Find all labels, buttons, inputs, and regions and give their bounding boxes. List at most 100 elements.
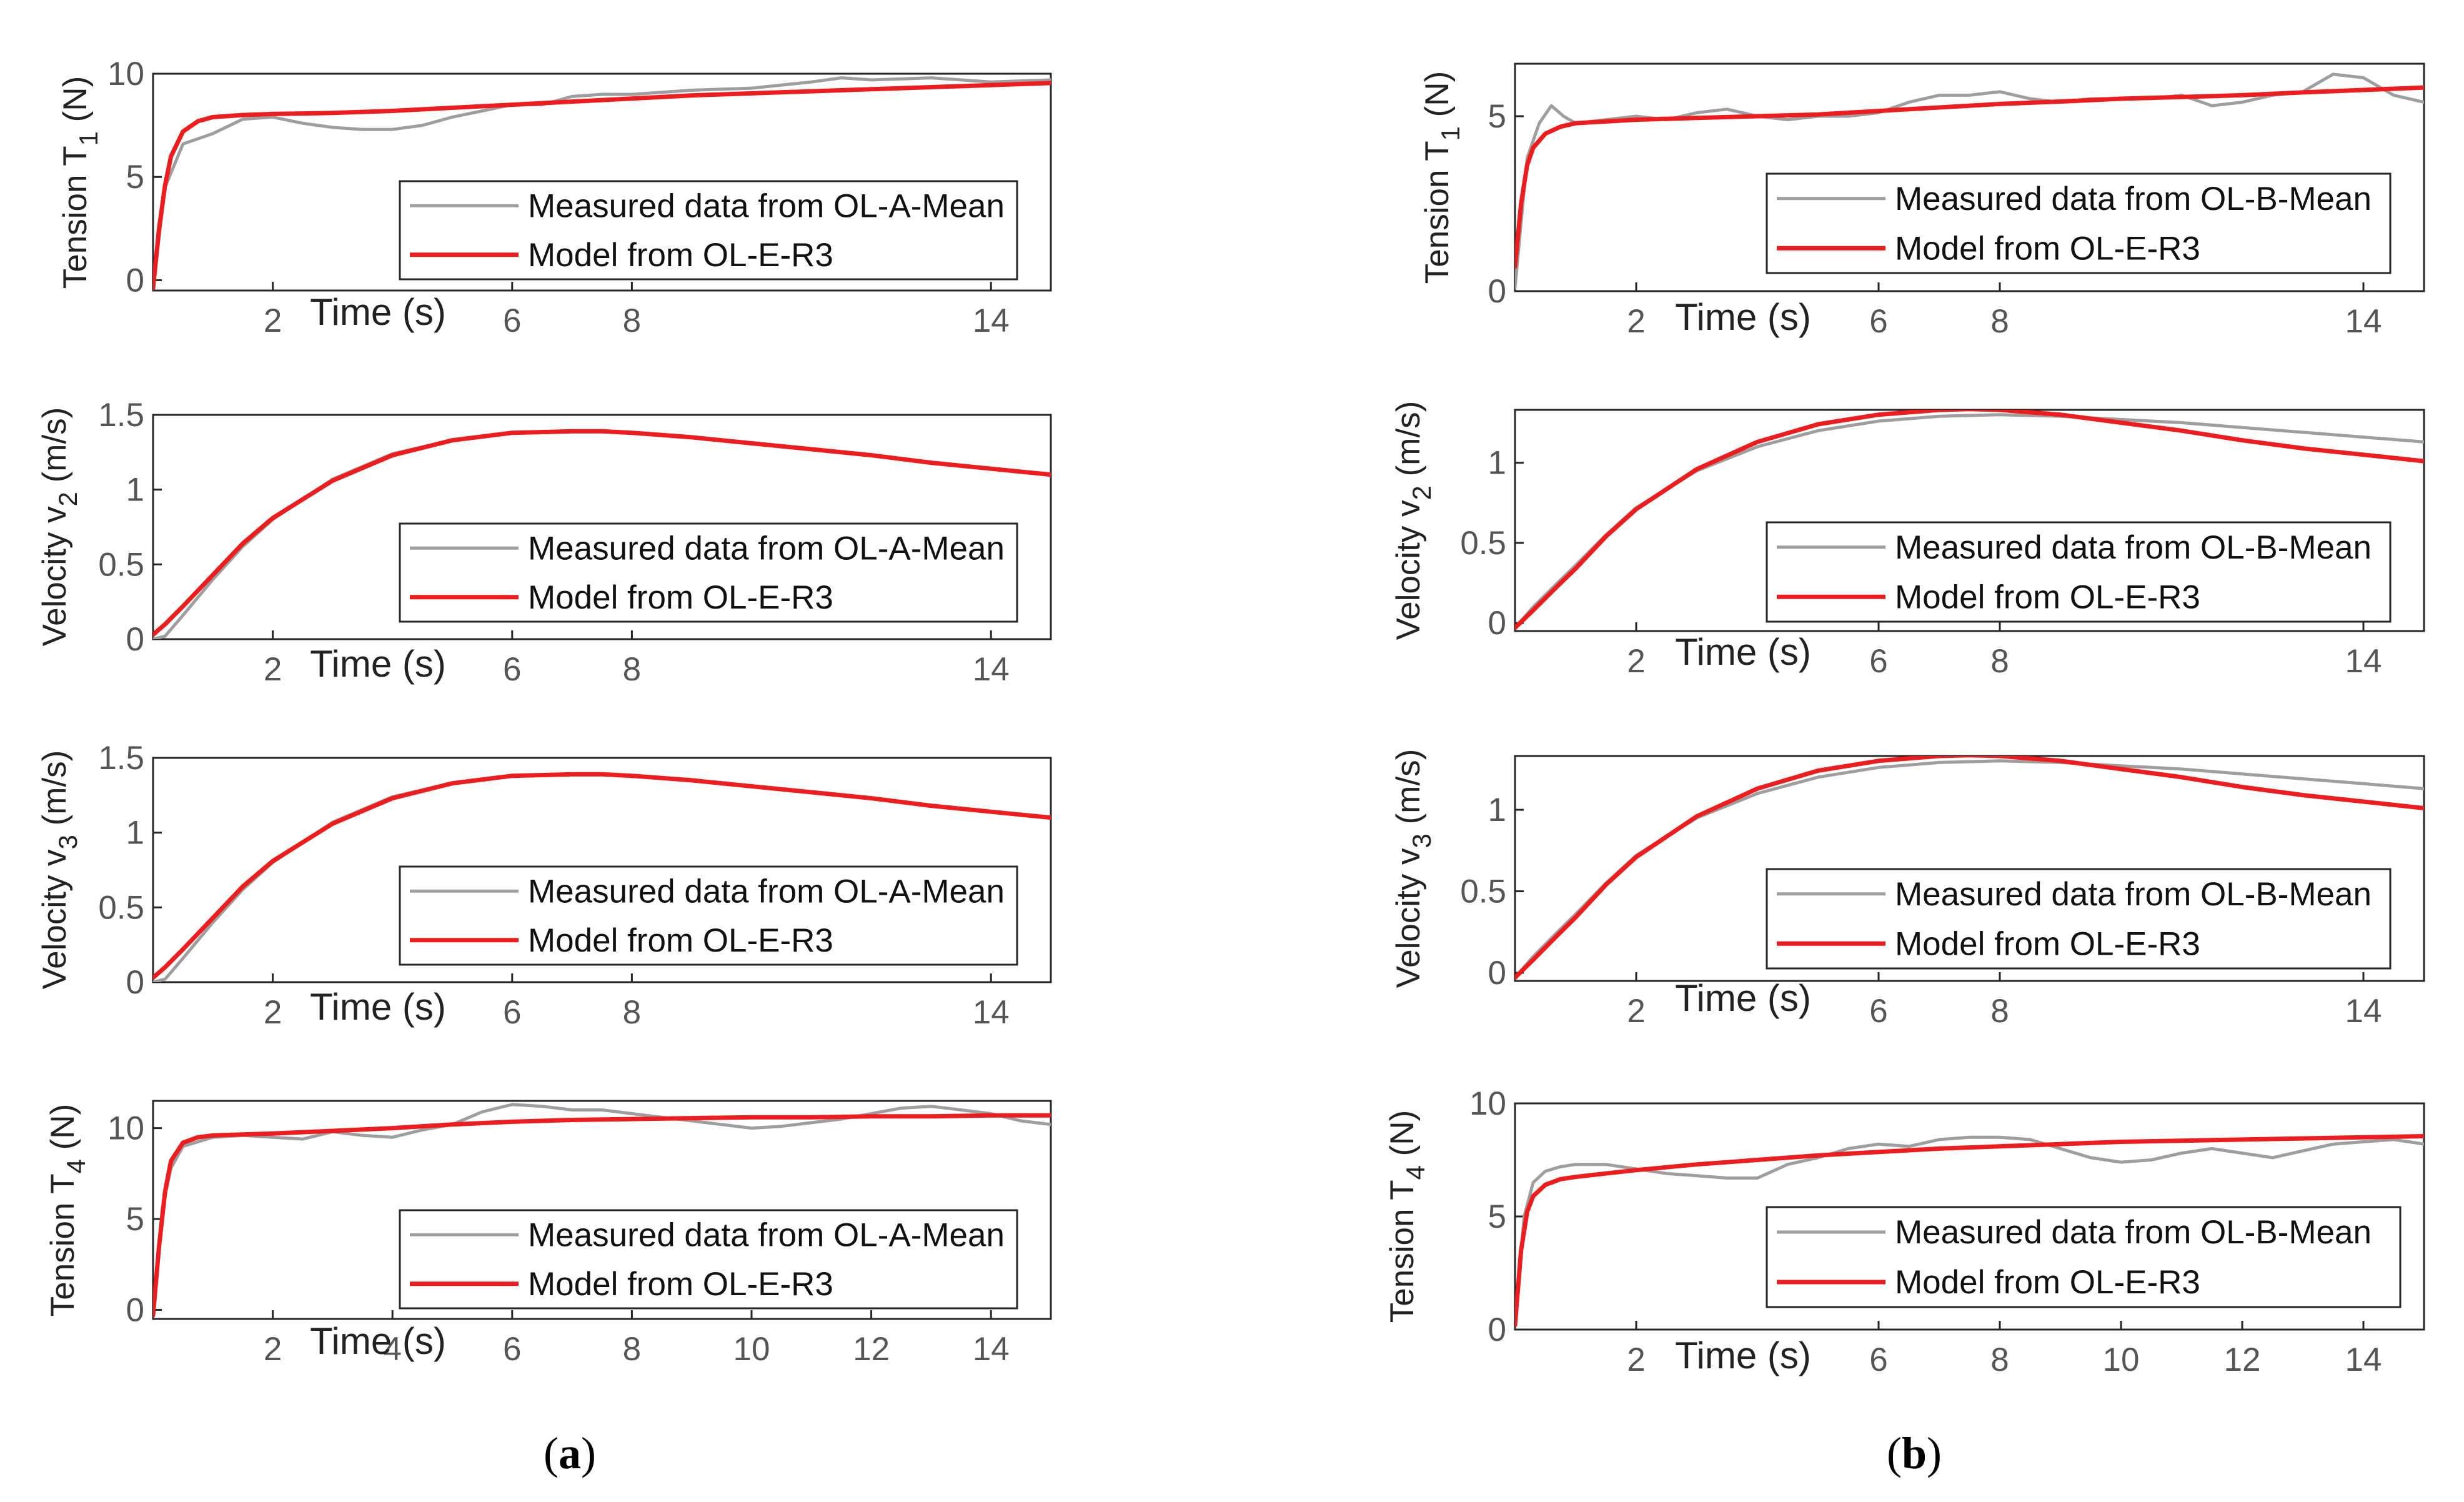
x-tick-label: 6 xyxy=(1869,303,1887,340)
legend-box xyxy=(1766,868,2392,970)
y-tick-label: 1 xyxy=(1488,792,1506,828)
x-axis-label: Time (s) xyxy=(310,291,446,333)
x-tick-label: 4 xyxy=(383,1331,401,1368)
y-tick-label: 5 xyxy=(126,159,144,196)
y-tick-label: 0 xyxy=(126,262,144,299)
y-tick-label: 0 xyxy=(1488,605,1506,642)
legend-label: Measured data from OL-B-Mean xyxy=(1895,1214,2372,1251)
y-tick-label: 10 xyxy=(107,56,144,92)
chart-b3: 0 0.5 1 2 6 8 14 Measured data from OL-B-Mean Mo… xyxy=(1390,749,2425,1030)
y-tick-label: 1 xyxy=(126,472,144,509)
x-tick-label: 8 xyxy=(623,994,641,1031)
y-axis-label: Velocity v2 (m/s) xyxy=(36,407,82,647)
y-tick-label: 5 xyxy=(1488,98,1506,135)
x-tick-label: 8 xyxy=(1990,643,2009,680)
x-tick-label: 6 xyxy=(503,1331,521,1368)
chart-b4: 0 5 10 2 6 8 10 12 14 Measured data from OL-B-Mea… xyxy=(1384,1085,2425,1378)
legend: Measured data from OL-A-Mean Model from O… xyxy=(399,865,1018,966)
x-tick-label: 14 xyxy=(2345,1341,2382,1378)
y-axis-label: Velocity v3 (m/s) xyxy=(1390,749,1436,988)
series-line-model xyxy=(1515,756,2424,980)
y-tick-label: 1.5 xyxy=(98,740,144,777)
legend-label: Model from OL-E-R3 xyxy=(528,579,833,616)
x-tick-label: 14 xyxy=(973,302,1010,339)
series-line-measured xyxy=(1515,759,2424,980)
x-axis-label: Time (s) xyxy=(1675,631,1811,673)
legend-label: Measured data from OL-A-Mean xyxy=(528,187,1005,224)
x-tick-label: 14 xyxy=(2345,303,2382,340)
legend: Measured data from OL-A-Mean Model from O… xyxy=(399,522,1018,623)
chart-a1: 0 5 10 2 6 8 14 Measured data from OL-A-Mean Mod… xyxy=(57,56,1052,339)
y-axis-label: Velocity v2 (m/s) xyxy=(1390,401,1436,640)
legend-label: Measured data from OL-B-Mean xyxy=(1895,529,2372,566)
x-tick-label: 6 xyxy=(503,651,521,688)
y-tick-label: 5 xyxy=(126,1201,144,1238)
legend-box xyxy=(1766,521,2392,623)
series-line-model xyxy=(1515,410,2424,630)
legend-box xyxy=(399,522,1018,623)
y-tick-label: 0.5 xyxy=(1460,873,1506,910)
panel-label-a: (a) xyxy=(544,1428,596,1478)
legend: Measured data from OL-B-Mean Model from O… xyxy=(1766,172,2392,274)
x-tick-label: 10 xyxy=(733,1331,770,1368)
x-axis-label: Time (s) xyxy=(1675,1335,1811,1376)
series-line-model xyxy=(153,1113,1051,1318)
legend-label: Model from OL-E-R3 xyxy=(1895,579,2200,615)
x-tick-label: 8 xyxy=(623,302,641,339)
y-axis-label: Velocity v3 (m/s) xyxy=(36,750,82,990)
x-tick-label: 10 xyxy=(2103,1341,2140,1378)
legend-label: Measured data from OL-A-Mean xyxy=(528,873,1005,910)
legend-label: Model from OL-E-R3 xyxy=(528,237,833,274)
x-tick-label: 2 xyxy=(264,651,282,688)
legend-box xyxy=(1766,1206,2402,1308)
y-tick-label: 10 xyxy=(107,1110,144,1147)
x-tick-label: 14 xyxy=(973,1331,1010,1368)
y-axis-label: Tension T1 (N) xyxy=(57,76,103,289)
legend-label: Measured data from OL-A-Mean xyxy=(528,530,1005,567)
y-tick-label: 0 xyxy=(126,964,144,1001)
y-tick-label: 1 xyxy=(126,815,144,852)
x-tick-label: 2 xyxy=(264,1331,282,1368)
y-axis-label: Tension T4 (N) xyxy=(44,1104,91,1317)
y-tick-label: 10 xyxy=(1469,1085,1506,1122)
y-axis-label: Tension T4 (N) xyxy=(1384,1110,1430,1323)
legend: Measured data from OL-B-Mean Model from O… xyxy=(1766,521,2392,623)
x-tick-label: 14 xyxy=(973,651,1010,688)
legend-box xyxy=(399,865,1018,966)
y-tick-label: 1 xyxy=(1488,445,1506,482)
legend-label: Measured data from OL-B-Mean xyxy=(1895,181,2372,217)
x-tick-label: 14 xyxy=(2345,643,2382,680)
x-axis-label: Time (s) xyxy=(310,643,446,685)
legend-label: Model from OL-E-R3 xyxy=(1895,1264,2200,1301)
x-axis-label: Time (s) xyxy=(1675,977,1811,1019)
chart-a3: 0 0.5 1 1.5 2 6 8 14 Measured data from OL-A-Mea… xyxy=(36,740,1052,1031)
y-tick-label: 0 xyxy=(126,621,144,658)
x-tick-label: 12 xyxy=(853,1331,890,1368)
series-line-model xyxy=(1515,1134,2424,1328)
x-tick-label: 2 xyxy=(1627,643,1645,680)
legend: Measured data from OL-A-Mean Model from O… xyxy=(399,180,1018,281)
x-tick-label: 14 xyxy=(2345,993,2382,1030)
x-tick-label: 8 xyxy=(1990,1341,2009,1378)
x-tick-label: 6 xyxy=(503,994,521,1031)
y-tick-label: 0 xyxy=(126,1291,144,1328)
y-tick-label: 5 xyxy=(1488,1198,1506,1235)
legend-box xyxy=(1766,172,2392,274)
legend-box xyxy=(399,1209,1018,1310)
chart-b1: 0 5 2 6 8 14 Measured data from OL-B-Mean Model… xyxy=(1419,62,2425,340)
x-tick-label: 14 xyxy=(973,994,1010,1031)
x-tick-label: 2 xyxy=(264,994,282,1031)
chart-b2: 0 0.5 1 2 6 8 14 Measured data from OL-B-Mean Mo… xyxy=(1390,401,2425,680)
series-line-model xyxy=(153,429,1051,637)
series-line-measured xyxy=(1515,1135,2424,1327)
x-tick-label: 2 xyxy=(264,302,282,339)
x-tick-label: 6 xyxy=(503,302,521,339)
y-tick-label: 0 xyxy=(1488,955,1506,992)
legend-label: Model from OL-E-R3 xyxy=(528,922,833,959)
x-tick-label: 8 xyxy=(623,651,641,688)
x-tick-label: 2 xyxy=(1627,993,1645,1030)
series-line-model xyxy=(153,772,1051,980)
series-line-model xyxy=(153,81,1051,291)
y-tick-label: 0.5 xyxy=(1460,525,1506,562)
